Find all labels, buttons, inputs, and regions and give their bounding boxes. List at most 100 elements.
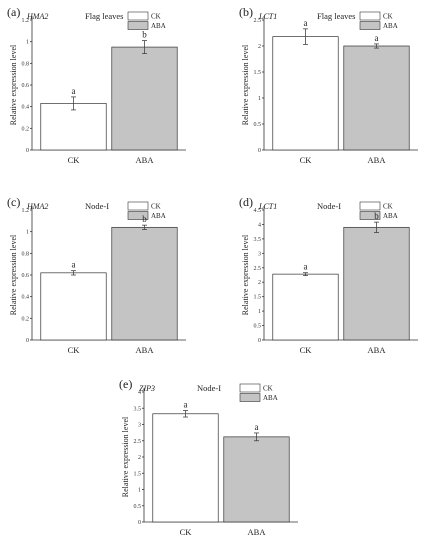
y-tick-label: 0.5: [254, 324, 262, 330]
legend-swatch-aba: [127, 211, 149, 220]
y-tick-label: 4: [258, 222, 261, 228]
bar-ck: [272, 273, 339, 341]
y-tick-label: 1.5: [134, 471, 142, 477]
y-axis-label: Relative expression level: [9, 44, 18, 125]
bar-aba: [343, 45, 410, 151]
y-tick-label: 4: [138, 390, 141, 396]
tissue-label: Node-I: [85, 201, 109, 211]
legend-swatch-ck: [239, 383, 261, 393]
y-tick-label: 2: [258, 44, 261, 50]
y-tick-label: 0: [138, 520, 141, 526]
y-axis-label: Relative expression level: [241, 234, 250, 315]
y-tick-label: 1: [138, 488, 141, 494]
y-tick-label: 0.2: [22, 316, 30, 322]
y-tick-label: 1: [258, 96, 261, 102]
bar-aba: [223, 436, 290, 523]
x-category-label: CK: [68, 155, 81, 165]
y-tick-label: 3.5: [134, 406, 142, 412]
bar-ck: [272, 36, 339, 151]
legend-swatch-aba: [359, 211, 381, 220]
significance-letter: a: [304, 18, 308, 28]
y-tick-label: 4.5: [254, 208, 262, 214]
gene-name: ZIP3: [139, 384, 155, 393]
y-tick-label: 0.8: [22, 61, 30, 67]
y-tick-label: 0.5: [254, 122, 262, 128]
bar-ck: [40, 272, 107, 341]
x-category-label: CK: [68, 345, 81, 355]
legend-label-aba: ABA: [383, 212, 398, 220]
significance-letter: a: [304, 262, 308, 272]
tissue-label: Flag leaves: [317, 11, 355, 21]
legend-swatch-aba: [239, 393, 261, 402]
gene-name: HMA2: [26, 12, 48, 21]
y-tick-label: 2.5: [134, 439, 142, 445]
significance-letter: b: [142, 30, 147, 40]
y-tick-label: 0.2: [22, 126, 30, 132]
y-tick-label: 0: [258, 338, 261, 344]
legend-label-ck: CK: [151, 13, 161, 21]
y-tick-label: 1.5: [254, 70, 262, 76]
significance-letter: b: [142, 214, 147, 224]
y-tick-label: 0: [26, 338, 29, 344]
y-tick-label: 0.4: [22, 295, 30, 301]
significance-letter: a: [184, 400, 188, 410]
y-tick-label: 0.6: [22, 83, 30, 89]
x-category-label: ABA: [136, 345, 155, 355]
y-axis-label: Relative expression level: [241, 44, 250, 125]
bar-ck: [152, 413, 219, 523]
legend-swatch-aba: [127, 21, 149, 30]
y-tick-label: 1.5: [254, 295, 262, 301]
y-axis-label: Relative expression level: [121, 416, 130, 497]
y-tick-label: 2.5: [254, 266, 262, 272]
x-category-label: CK: [180, 527, 193, 537]
legend-label-aba: ABA: [263, 394, 278, 402]
panel-letter: (c): [7, 195, 20, 209]
tissue-label: Flag leaves: [85, 11, 123, 21]
legend-label-ck: CK: [263, 385, 273, 393]
y-tick-label: 1: [26, 230, 29, 236]
legend-label-ck: CK: [383, 13, 393, 21]
y-tick-label: 0.5: [134, 504, 142, 510]
bar-aba: [343, 226, 410, 341]
legend-swatch-ck: [359, 201, 381, 211]
y-tick-label: 1.2: [22, 18, 30, 24]
x-category-label: ABA: [368, 345, 387, 355]
chart-panel-3: (c) HMA2 Node-I CK ABA Relative expression le…: [7, 195, 186, 355]
tissue-label: Node-I: [197, 383, 221, 393]
y-tick-label: 0.4: [22, 105, 30, 111]
y-axis-label: Relative expression level: [9, 234, 18, 315]
legend-label-aba: ABA: [151, 212, 166, 220]
gene-name: HMA2: [26, 202, 48, 211]
y-tick-label: 3.5: [254, 237, 262, 243]
y-tick-label: 1: [258, 309, 261, 315]
legend-label-ck: CK: [383, 203, 393, 211]
panel-letter: (e): [119, 377, 132, 391]
significance-letter: a: [72, 260, 76, 270]
panel-letter: (d): [239, 195, 253, 209]
y-tick-label: 2: [138, 455, 141, 461]
x-category-label: CK: [300, 155, 313, 165]
gene-name: LCT1: [258, 202, 277, 211]
y-tick-label: 3: [258, 251, 261, 257]
y-tick-label: 3: [138, 423, 141, 429]
legend-label-aba: ABA: [151, 22, 166, 30]
y-tick-label: 2: [258, 280, 261, 286]
x-category-label: ABA: [248, 527, 267, 537]
legend-swatch-aba: [359, 21, 381, 30]
significance-letter: b: [374, 211, 379, 221]
gene-name: LCT1: [258, 12, 277, 21]
legend-swatch-ck: [127, 11, 149, 21]
y-tick-label: 0: [26, 148, 29, 154]
legend-swatch-ck: [359, 11, 381, 21]
bar-aba: [111, 46, 178, 151]
panel-letter: (b): [239, 5, 253, 19]
y-tick-label: 0: [258, 148, 261, 154]
significance-letter: a: [375, 33, 379, 43]
y-tick-label: 1.2: [22, 208, 30, 214]
significance-letter: a: [255, 422, 259, 432]
